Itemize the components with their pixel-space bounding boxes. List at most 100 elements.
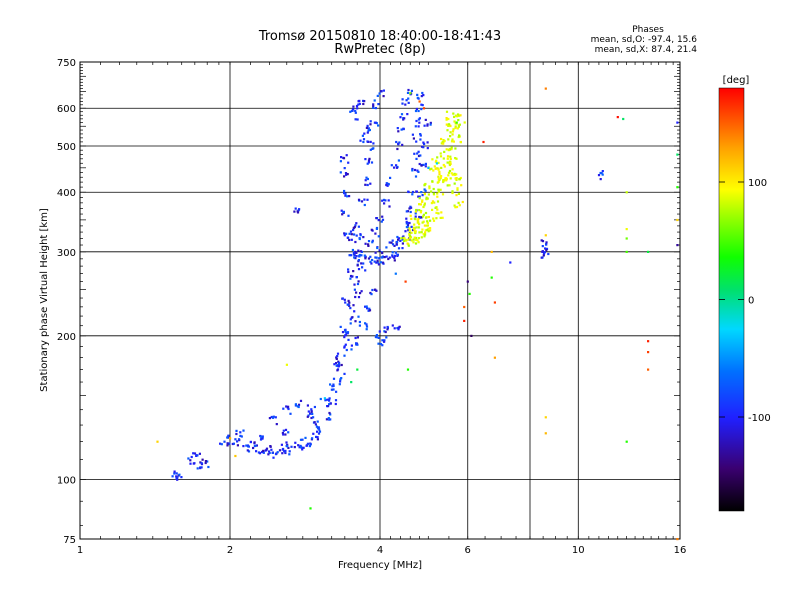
x-mode-point	[427, 230, 430, 233]
o-mode-point	[371, 258, 374, 262]
x-mode-point	[432, 219, 436, 222]
o-mode-point	[414, 212, 417, 215]
o-mode-point	[346, 331, 350, 334]
o-mode-point	[328, 403, 331, 406]
o-mode-point	[429, 123, 432, 126]
scattered-point	[647, 368, 650, 371]
o-mode-point	[383, 339, 386, 342]
o-mode-point	[328, 397, 331, 400]
o-mode-point	[343, 372, 346, 375]
o-mode-point	[341, 213, 344, 216]
o-mode-point	[420, 108, 423, 111]
o-mode-point	[340, 377, 343, 380]
o-mode-point	[381, 344, 384, 347]
x-mode-point	[414, 210, 417, 213]
o-mode-point	[403, 117, 406, 120]
o-mode-point	[541, 240, 545, 243]
x-mode-point	[445, 179, 448, 182]
o-mode-point	[302, 446, 305, 449]
o-mode-point	[399, 239, 402, 242]
o-mode-point	[195, 454, 198, 457]
o-mode-point	[421, 194, 424, 197]
x-mode-point	[433, 165, 436, 168]
y-axis-label: Stationary phase Virtual Height [km]	[39, 208, 50, 392]
o-mode-point	[377, 263, 380, 266]
o-mode-point	[206, 460, 209, 463]
o-mode-point	[371, 288, 374, 292]
o-mode-point	[356, 107, 359, 110]
x-mode-point	[409, 234, 412, 238]
o-mode-point	[386, 328, 389, 331]
o-mode-point	[235, 429, 238, 432]
o-mode-point	[410, 225, 413, 228]
x-mode-point	[408, 227, 411, 230]
o-mode-point	[265, 448, 268, 451]
o-mode-point	[180, 476, 183, 479]
o-mode-point	[287, 446, 290, 449]
o-mode-point	[405, 220, 408, 223]
o-mode-point	[355, 291, 358, 294]
o-mode-point	[301, 438, 304, 441]
x-mode-point	[443, 165, 446, 168]
o-mode-point	[327, 417, 330, 420]
o-mode-point	[204, 460, 207, 463]
o-mode-point	[353, 256, 356, 259]
o-mode-point	[377, 124, 380, 127]
x-mode-point	[418, 197, 421, 200]
x-mode-point	[406, 242, 409, 245]
o-mode-point	[364, 257, 367, 260]
o-mode-point	[281, 452, 284, 455]
x-mode-point	[446, 129, 449, 132]
o-mode-point	[409, 205, 412, 208]
o-mode-point	[401, 238, 404, 241]
o-mode-point	[353, 233, 356, 236]
o-mode-point	[366, 131, 369, 134]
scattered-point	[409, 92, 412, 95]
x-mode-point	[416, 219, 419, 222]
o-mode-point	[334, 402, 337, 406]
o-mode-point	[411, 228, 415, 232]
o-mode-point	[359, 139, 362, 142]
o-mode-point	[280, 443, 283, 446]
x-mode-point	[441, 141, 444, 144]
o-mode-point	[353, 288, 356, 291]
o-mode-point	[358, 237, 361, 241]
x-mode-point	[453, 173, 456, 176]
o-mode-point	[342, 157, 346, 160]
o-mode-point	[545, 249, 548, 252]
x-mode-point	[440, 142, 443, 145]
o-mode-point	[415, 190, 418, 193]
o-mode-point	[268, 451, 271, 454]
o-mode-point	[350, 275, 353, 278]
x-mode-point	[431, 208, 434, 211]
o-mode-point	[383, 330, 386, 333]
o-mode-point	[374, 256, 377, 259]
o-mode-point	[354, 250, 357, 253]
o-mode-point	[416, 96, 419, 99]
scattered-point	[622, 117, 625, 121]
o-mode-point	[190, 455, 193, 459]
o-mode-point	[363, 203, 366, 207]
o-mode-point	[372, 103, 375, 106]
o-mode-point	[421, 104, 424, 107]
o-mode-point	[313, 405, 316, 409]
o-mode-point	[329, 418, 332, 421]
o-mode-point	[239, 431, 242, 434]
o-mode-point	[354, 295, 357, 299]
o-mode-point	[424, 162, 427, 165]
x-mode-point	[422, 215, 425, 218]
o-mode-point	[175, 477, 178, 480]
x-mode-point	[458, 178, 461, 181]
o-mode-point	[405, 210, 408, 213]
o-mode-point	[370, 262, 373, 265]
o-mode-point	[369, 255, 372, 258]
x-mode-point	[453, 204, 456, 207]
o-mode-point	[414, 125, 417, 128]
x-mode-point	[454, 147, 457, 150]
o-mode-point	[401, 143, 404, 146]
o-mode-point	[396, 327, 399, 330]
x-mode-point	[410, 231, 413, 234]
x-mode-point	[455, 194, 458, 197]
o-mode-point	[330, 388, 333, 391]
o-mode-point	[396, 235, 399, 239]
